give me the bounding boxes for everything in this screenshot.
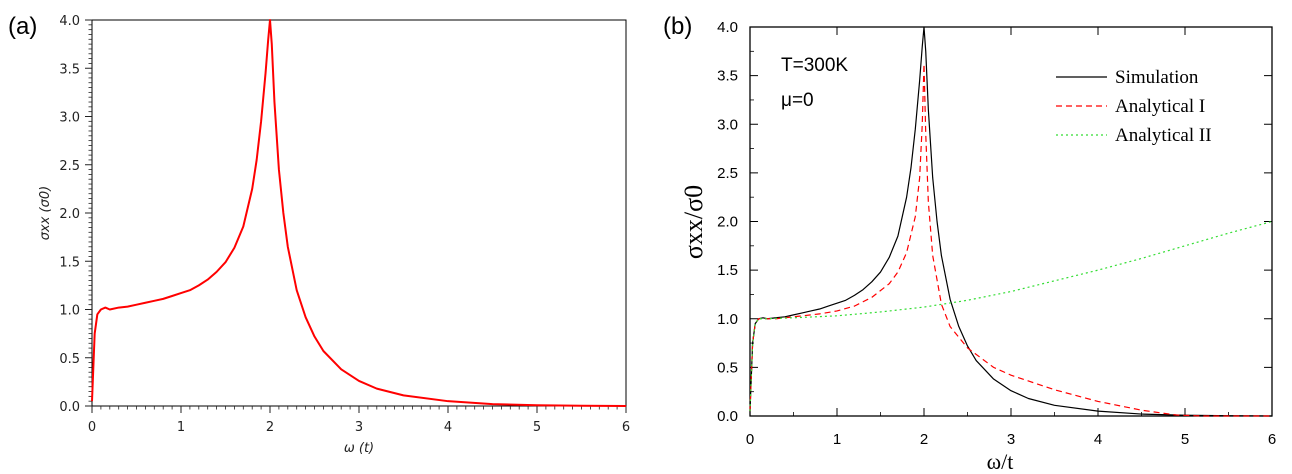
panel-a-y-tick-label: 1.5 bbox=[59, 255, 80, 270]
panel-b-y-tick-label: 0.5 bbox=[717, 359, 738, 376]
legend-label-analytical-ii: Analytical II bbox=[1115, 125, 1212, 146]
panel-a-frame bbox=[91, 19, 627, 407]
panel-a-xlabel-text: ω (t) bbox=[344, 441, 374, 456]
panel-b-y-tick-label: 4.0 bbox=[717, 19, 738, 36]
panel-b-xlabel: ω/t bbox=[987, 449, 1014, 474]
panel-b-y-tick-label: 1.5 bbox=[717, 262, 738, 279]
panel-b-x-tick-label: 5 bbox=[1181, 431, 1189, 448]
panel-b-ylabel: σxx/σ0 bbox=[679, 185, 708, 259]
panel-a-xlabel: ω (t) bbox=[344, 441, 374, 456]
panel-a-x-tick-label: 5 bbox=[533, 420, 541, 435]
panel-a-y-tick-label: 4.0 bbox=[59, 14, 80, 29]
panel-b-label: (b) bbox=[663, 13, 692, 40]
panel-a-y-tick-label: 2.0 bbox=[59, 207, 80, 222]
panel-a-y-tick-label: 3.5 bbox=[59, 62, 80, 77]
panel-b-x-tick-label: 0 bbox=[746, 431, 754, 448]
panel-a-y-tick-label: 3.0 bbox=[59, 111, 80, 126]
panel-b-x-tick-label: 6 bbox=[1268, 431, 1276, 448]
panel-a-y-tick-label: 2.5 bbox=[59, 159, 80, 174]
panel-a-y-tick-label: 0.5 bbox=[59, 352, 80, 367]
panel-b-series-line-0 bbox=[749, 26, 1273, 417]
panel-b-y-tick-label: 3.0 bbox=[717, 116, 738, 133]
panel-b: (b) 0 1 2 3 4 5 6 0.0 0.5 1.0 1.5 2.0 2.5 3.0 3.5 4.0 T… bbox=[663, 13, 1276, 474]
panel-b-series bbox=[749, 26, 1273, 417]
panel-a-ylabel-text: σxx (σ0) bbox=[38, 186, 53, 240]
panel-b-y-tick-label: 0.0 bbox=[717, 408, 738, 425]
panel-b-x-tick-label: 4 bbox=[1094, 431, 1102, 448]
panel-a-x-tick-label: 6 bbox=[622, 420, 630, 435]
panel-b-tick-labels: 0 1 2 3 4 5 6 0.0 0.5 1.0 1.5 2.0 2.5 3.0 3.5 4.0 bbox=[717, 19, 1276, 448]
panel-a-y-tick-label: 1.0 bbox=[59, 304, 80, 319]
annotation-chemical-potential: μ=0 bbox=[781, 90, 814, 111]
panel-a: (a) 0 1 2 3 4 5 6 0.0 0.5 1.0 1.5 2.0 2.5 3.0 3.5 4.0 ω… bbox=[8, 13, 630, 456]
panel-a-x-tick-label: 4 bbox=[444, 420, 452, 435]
panel-b-x-tick-label: 1 bbox=[833, 431, 841, 448]
panel-a-x-tick-label: 2 bbox=[266, 420, 274, 435]
panel-a-y-tick-label: 0.0 bbox=[59, 400, 80, 415]
legend-label-simulation: Simulation bbox=[1115, 67, 1199, 88]
annotation-temperature: T=300K bbox=[781, 55, 848, 76]
panel-b-x-tick-label: 2 bbox=[920, 431, 928, 448]
panel-b-y-tick-label: 2.0 bbox=[717, 214, 738, 231]
panel-a-ylabel: σxx (σ0) bbox=[38, 186, 53, 240]
panel-b-y-tick-label: 2.5 bbox=[717, 165, 738, 182]
panel-a-label: (a) bbox=[8, 13, 37, 40]
panel-a-tick-labels: 0 1 2 3 4 5 6 0.0 0.5 1.0 1.5 2.0 2.5 3.0 3.5 4.0 bbox=[59, 14, 630, 435]
panel-a-ticks bbox=[85, 19, 627, 413]
panel-a-x-tick-label: 3 bbox=[355, 420, 363, 435]
panel-a-series bbox=[91, 19, 627, 407]
panel-b-x-tick-label: 3 bbox=[1007, 431, 1015, 448]
panel-b-y-tick-label: 1.0 bbox=[717, 311, 738, 328]
panel-b-series-line-2 bbox=[749, 220, 1273, 412]
panel-a-x-tick-label: 0 bbox=[88, 420, 96, 435]
panel-b-y-tick-label: 3.5 bbox=[717, 68, 738, 85]
legend-label-analytical-i: Analytical I bbox=[1115, 96, 1205, 117]
panel-b-legend: Simulation Analytical I Analytical II bbox=[1056, 67, 1212, 146]
panel-a-series-line-0 bbox=[91, 19, 627, 407]
panel-a-x-tick-label: 1 bbox=[177, 420, 185, 435]
